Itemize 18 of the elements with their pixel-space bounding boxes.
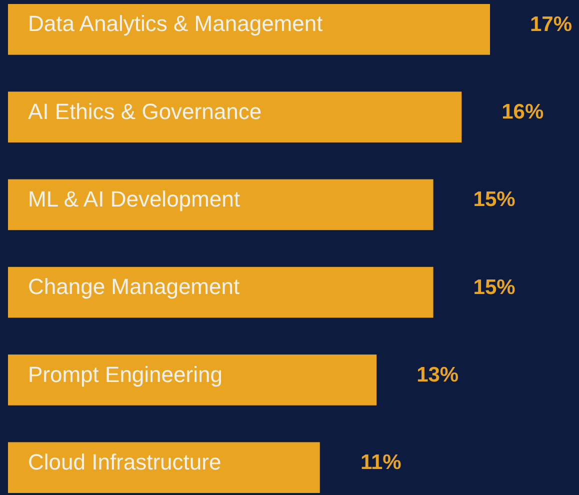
bar	[8, 266, 434, 318]
data-label: 17%	[530, 12, 572, 36]
y-tick-label: ML & AI Development	[28, 186, 240, 212]
bar	[8, 354, 377, 406]
y-tick-label: AI Ethics & Governance	[28, 98, 262, 124]
y-tick-label: Cloud Infrastructure	[28, 449, 222, 474]
bar	[8, 179, 434, 230]
bar	[8, 92, 462, 142]
data-label: 13%	[416, 364, 459, 386]
data-label: 15%	[473, 188, 516, 212]
bar	[8, 442, 320, 493]
data-label: 15%	[473, 276, 516, 299]
y-tick-label: Change Management	[28, 274, 240, 300]
y-tick-label: Data Analytics & Management	[28, 11, 323, 36]
y-tick-label: Prompt Engineering	[28, 362, 222, 387]
data-label: 11%	[360, 451, 402, 474]
data-label: 16%	[502, 100, 544, 124]
bar	[8, 4, 490, 55]
